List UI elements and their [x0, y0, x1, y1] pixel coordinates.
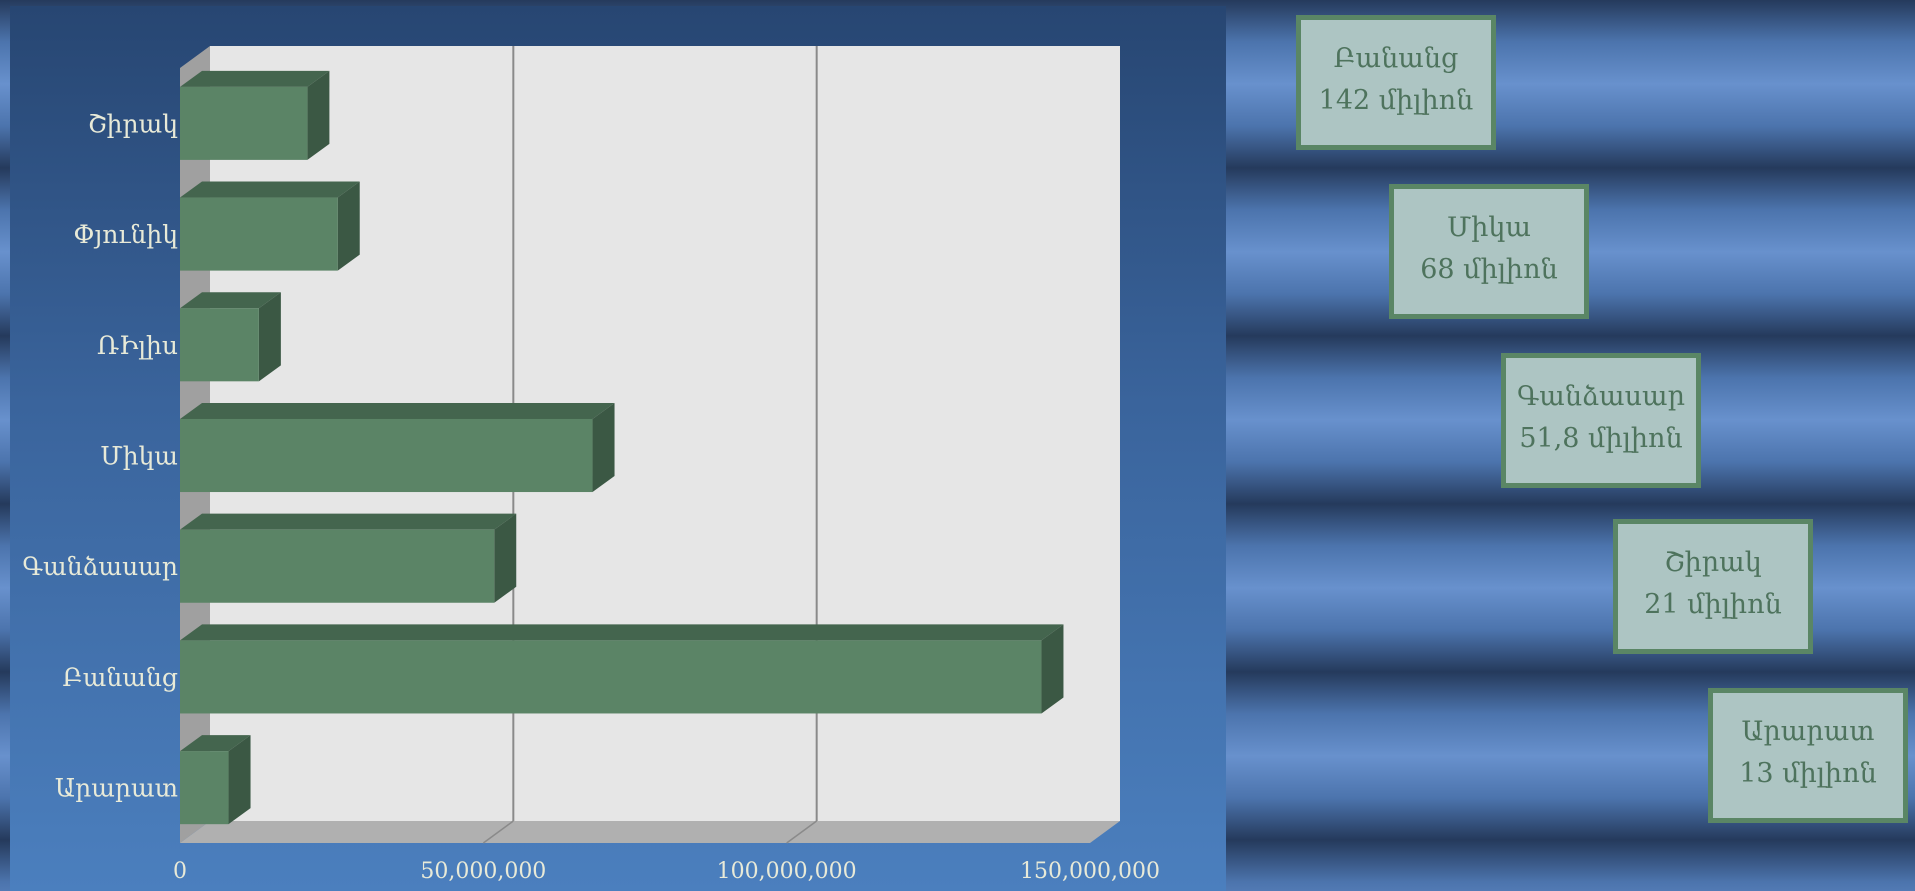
plot-floor — [180, 821, 1120, 843]
x-tick-label: 100,000,000 — [717, 859, 857, 884]
gridline-floor — [786, 820, 818, 844]
bar — [180, 197, 338, 271]
category-label: Փյունիկ — [73, 220, 178, 249]
bar — [180, 529, 495, 603]
callout-name: Բանանց — [1333, 43, 1459, 74]
bar — [180, 86, 308, 160]
callout-gandzasar: Գանձասար 51,8 միլիոն — [1501, 353, 1701, 488]
callout-value: 51,8 միլիոն — [1519, 423, 1683, 454]
category-label: ՌԻլիս — [97, 331, 178, 360]
callout-bananc: Բանանց 142 միլիոն — [1296, 15, 1496, 150]
callout-name: Միկա — [1447, 212, 1531, 243]
bar-top — [180, 513, 517, 530]
bar-chart: Շիրակ Փյունիկ ՌԻլիս Միկա Գանձասար Բանանց Արարա… — [22, 46, 1160, 884]
category-label: Գանձասար — [22, 552, 178, 581]
bar-top — [180, 624, 1064, 641]
bar-side — [494, 513, 517, 603]
callout-shirak: Շիրակ 21 միլիոն — [1613, 519, 1813, 654]
x-tick-label: 150,000,000 — [1020, 859, 1160, 884]
bar-top — [180, 292, 281, 309]
callout-mika: Միկա 68 միլիոն — [1389, 184, 1589, 319]
x-tick-label: 50,000,000 — [420, 859, 546, 884]
bar — [180, 751, 229, 825]
callout-value: 68 միլիոն — [1420, 254, 1558, 285]
chart-panel: Շիրակ Փյունիկ ՌԻլիս Միկա Գանձասար Բանանց Արարա… — [10, 6, 1226, 891]
callout-value: 13 միլիոն — [1739, 758, 1877, 789]
category-label: Շիրակ — [88, 109, 178, 138]
gridline-floor — [482, 820, 514, 844]
bar — [180, 308, 259, 382]
bar-top — [180, 735, 251, 752]
bar-top — [180, 70, 330, 87]
category-label: Բանանց — [62, 663, 178, 692]
x-tick-label: 0 — [173, 859, 187, 884]
callout-name: Շիրակ — [1664, 547, 1762, 578]
category-label: Արարատ — [55, 774, 178, 803]
callout-value: 142 միլիոն — [1318, 85, 1474, 116]
callout-ararat: Արարատ 13 միլիոն — [1708, 688, 1908, 823]
callout-name: Արարատ — [1741, 716, 1875, 747]
category-label: Միկա — [100, 442, 178, 471]
bar-side — [258, 292, 281, 382]
bar-top — [180, 181, 360, 198]
bar — [180, 640, 1042, 714]
bar-side — [228, 735, 251, 825]
callout-name: Գանձասար — [1516, 381, 1686, 412]
bar-side — [1041, 624, 1064, 714]
bar — [180, 418, 593, 493]
callout-value: 21 միլիոն — [1644, 589, 1782, 620]
bar-side — [337, 181, 360, 271]
bar-side — [307, 70, 330, 160]
bar-side — [592, 402, 615, 493]
bar-top — [180, 402, 615, 419]
